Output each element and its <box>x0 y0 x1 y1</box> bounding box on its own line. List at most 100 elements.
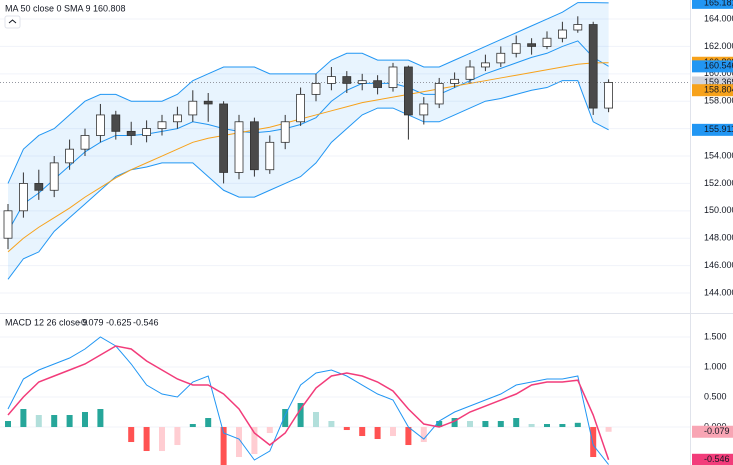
y-tick-label: 0.500 <box>704 391 727 401</box>
candle-body <box>142 128 152 136</box>
y-tick-label: 144.000 <box>704 287 733 297</box>
histogram-bar <box>66 415 73 428</box>
histogram-bar <box>451 418 458 428</box>
candle-body <box>558 29 567 39</box>
candle-body <box>219 103 229 173</box>
candle-body <box>96 114 105 136</box>
price-tag-label: 159.369 <box>704 77 733 87</box>
candle-body <box>265 141 275 171</box>
price-tag <box>692 60 733 73</box>
upper-band <box>7 2 609 184</box>
y-tick-label: 164.000 <box>704 13 733 23</box>
candle-body <box>80 135 90 150</box>
histogram-bar <box>205 418 212 428</box>
macd-legend-value: -0.625 <box>106 317 132 327</box>
y-tick-label: 1.500 <box>704 331 727 341</box>
ma-line <box>7 62 609 253</box>
price-tag-label: 160.546 <box>704 61 733 71</box>
histogram-bar <box>482 421 489 428</box>
price-tag <box>692 123 733 136</box>
band-fill <box>8 2 609 280</box>
candle-body <box>434 83 444 105</box>
candle-body <box>296 93 306 123</box>
collapse-button[interactable] <box>4 15 21 29</box>
candle-body <box>542 37 552 47</box>
candle-body <box>403 66 413 116</box>
price-tag-label: -0.546 <box>704 454 730 464</box>
price-axis: 144.000 146.000 148.000 150.000 152.000 154.0… <box>692 0 733 465</box>
price-tag-label: 165.181 <box>704 0 733 7</box>
histogram-bar <box>544 424 550 428</box>
lower-band <box>7 80 609 280</box>
histogram-bar <box>574 422 581 428</box>
histogram-bar <box>359 427 366 437</box>
histogram-bar <box>5 421 11 428</box>
candle-body <box>249 121 259 171</box>
candle-body <box>311 83 321 95</box>
y-tick-label: 1.000 <box>704 361 727 371</box>
candle-body <box>573 24 583 31</box>
histogram-bar <box>513 418 520 428</box>
histogram-bar <box>390 427 396 437</box>
candle-body <box>496 52 506 64</box>
candle-body <box>465 66 475 80</box>
histogram-bar <box>174 427 181 446</box>
y-tick-label: 162.000 <box>704 41 733 51</box>
histogram-bar <box>328 421 335 428</box>
histogram-bar <box>266 427 273 434</box>
candle-body <box>34 183 44 191</box>
candle-body <box>419 103 429 116</box>
price-tag <box>692 453 733 465</box>
histogram-bar <box>497 421 504 428</box>
histogram-bar <box>97 409 104 428</box>
histogram-bar <box>405 427 412 446</box>
histogram-bar <box>220 427 227 465</box>
price-tag-label: -0.079 <box>704 426 730 436</box>
plot-area <box>0 2 690 465</box>
histogram-bar <box>374 427 381 440</box>
ma-legend-label: MA 50 close 0 SMA 9 <box>5 3 91 13</box>
histogram-bar <box>236 427 242 458</box>
candle-body <box>188 100 198 116</box>
candle-body <box>527 43 536 47</box>
y-tick-label: 158.000 <box>704 96 733 106</box>
candle-body <box>480 62 490 68</box>
candle-body <box>18 183 28 212</box>
candle-body <box>126 130 136 136</box>
histogram-bar <box>313 412 319 428</box>
macd-legend-value: -0.079 <box>78 317 104 327</box>
candle-body <box>157 121 167 130</box>
histogram-bar <box>159 427 165 452</box>
histogram-bar <box>297 403 304 428</box>
y-tick-label: 148.000 <box>704 233 733 243</box>
ma-legend-value: 160.808 <box>93 3 126 13</box>
signal-line <box>7 345 610 461</box>
candle-body <box>234 121 244 173</box>
candle-body <box>3 210 13 239</box>
overlay: MA 50 close 0 SMA 9 160.808 MACD 12 26 c… <box>4 3 159 327</box>
candle-body <box>172 114 182 123</box>
candle-body <box>280 121 290 143</box>
histogram-bar <box>35 415 42 428</box>
macd-legend-label: MACD 12 26 close 9 <box>5 317 88 327</box>
y-tick-label: 154.000 <box>704 150 733 160</box>
y-tick-label: 146.000 <box>704 260 733 270</box>
histogram-bar <box>559 424 566 428</box>
y-tick-label: 150.000 <box>704 205 733 215</box>
histogram-bar <box>467 421 473 428</box>
candle-body <box>49 162 59 191</box>
candle-body <box>588 24 598 109</box>
price-tag-label: 158.804 <box>704 85 733 95</box>
price-tag <box>692 425 733 438</box>
histogram-bar <box>528 424 535 428</box>
histogram-bar <box>343 427 350 431</box>
macd-line <box>7 336 609 465</box>
price-tag <box>692 84 733 97</box>
candle-body <box>326 76 336 84</box>
histogram-bar <box>51 415 58 428</box>
histogram-bar <box>82 412 88 428</box>
candle-body <box>342 76 352 84</box>
histogram-bar <box>282 409 289 428</box>
histogram-bar <box>143 427 150 452</box>
